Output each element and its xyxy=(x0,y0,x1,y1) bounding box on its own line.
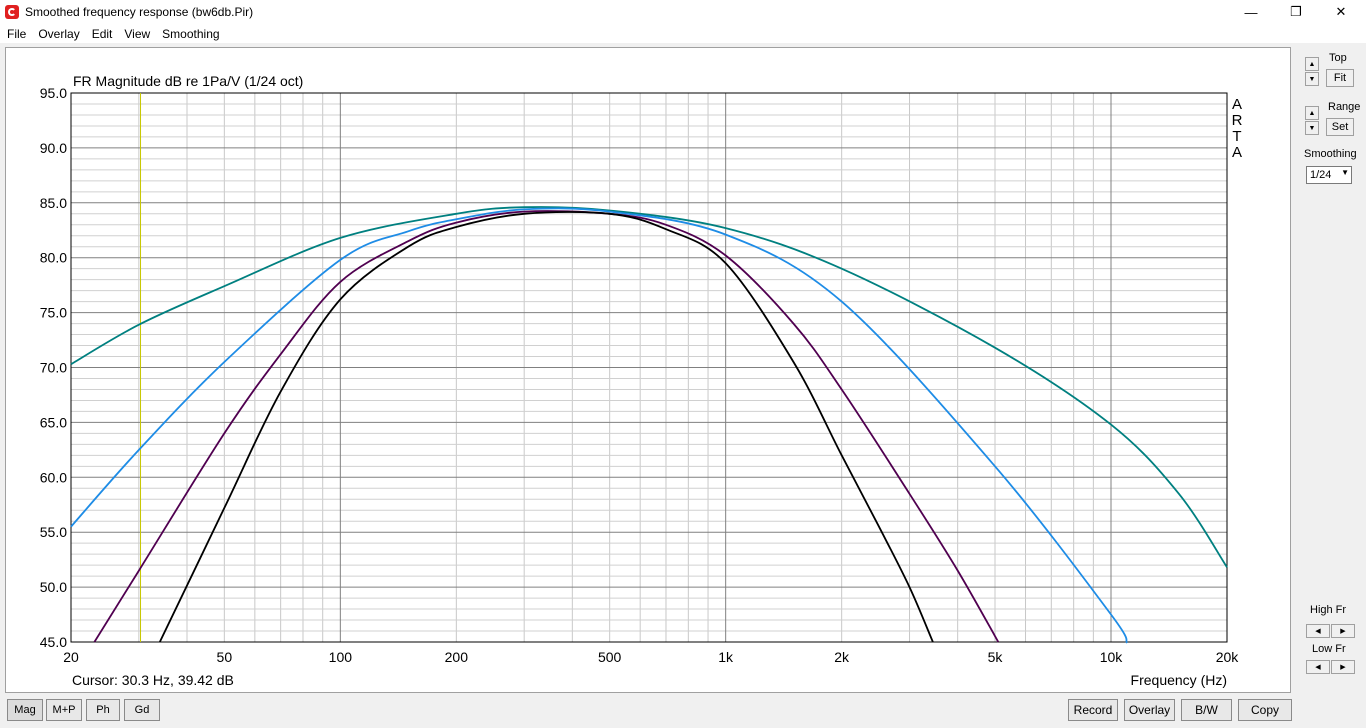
smoothing-label: Smoothing xyxy=(1304,148,1357,160)
menu-view[interactable]: View xyxy=(124,26,151,41)
y-tick-label: 80.0 xyxy=(40,250,67,266)
low-fr-label: Low Fr xyxy=(1312,643,1346,655)
close-icon: ✕ xyxy=(1335,4,1347,19)
watermark-letter: A xyxy=(1232,144,1242,161)
arta-app-icon xyxy=(5,5,19,19)
low-fr-right-button[interactable]: ▶ xyxy=(1331,660,1355,674)
frequency-response-chart[interactable]: 95.0 90.0 85.0 80.0 75.0 70.0 65.0 60.0 55.0 50.0… xyxy=(6,48,1290,692)
arrow-down-icon: ▼ xyxy=(1308,124,1316,132)
smoothing-select[interactable]: 1/24 ▼ xyxy=(1306,166,1352,184)
copy-button[interactable]: Copy xyxy=(1238,699,1292,721)
plot-border xyxy=(70,92,1228,643)
maximize-button[interactable]: ❐ xyxy=(1273,0,1319,24)
top-label: Top xyxy=(1329,52,1347,64)
y-tick-label: 75.0 xyxy=(40,305,67,321)
menu-edit[interactable]: Edit xyxy=(91,26,113,41)
x-tick-label: 50 xyxy=(217,649,233,665)
plot-frame[interactable]: 95.0 90.0 85.0 80.0 75.0 70.0 65.0 60.0 55.0 50.0… xyxy=(5,47,1291,693)
x-tick-label: 5k xyxy=(988,649,1004,665)
range-up-button[interactable]: ▲ xyxy=(1305,106,1319,120)
y-tick-label: 85.0 xyxy=(40,195,67,211)
tab-group-delay[interactable]: Gd xyxy=(124,699,160,721)
set-button[interactable]: Set xyxy=(1326,118,1354,136)
top-up-button[interactable]: ▲ xyxy=(1305,57,1319,71)
x-tick-label: 200 xyxy=(445,649,469,665)
x-tick-label: 500 xyxy=(598,649,622,665)
side-panel: ▲ ▼ Top Fit ▲ ▼ Range Set Smoothing 1/24… xyxy=(1296,47,1366,697)
minimize-button[interactable]: — xyxy=(1228,0,1274,24)
close-button[interactable]: ✕ xyxy=(1318,0,1364,24)
x-tick-label: 20k xyxy=(1216,649,1240,665)
low-fr-left-button[interactable]: ◀ xyxy=(1306,660,1330,674)
high-fr-left-button[interactable]: ◀ xyxy=(1306,624,1330,638)
arrow-up-icon: ▲ xyxy=(1308,109,1316,117)
menu-smoothing[interactable]: Smoothing xyxy=(162,26,220,41)
y-tick-label: 70.0 xyxy=(40,360,67,376)
y-tick-label: 45.0 xyxy=(40,634,67,650)
bottom-toolbar: Mag M+P Ph Gd Record Overlay B/W Copy xyxy=(0,697,1366,728)
y-tick-label: 55.0 xyxy=(40,524,67,540)
window-title: Smoothed frequency response (bw6db.Pir) xyxy=(25,5,254,19)
x-axis-label: Frequency (Hz) xyxy=(1131,672,1227,688)
x-tick-label: 1k xyxy=(718,649,734,665)
y-tick-label: 65.0 xyxy=(40,414,67,430)
restore-icon: ❐ xyxy=(1290,4,1302,19)
x-tick-label: 2k xyxy=(834,649,850,665)
watermark-letter: T xyxy=(1232,128,1241,145)
range-down-button[interactable]: ▼ xyxy=(1305,121,1319,135)
fit-button[interactable]: Fit xyxy=(1326,69,1354,87)
menu-overlay[interactable]: Overlay xyxy=(38,26,80,41)
y-tick-label: 60.0 xyxy=(40,469,67,485)
x-tick-label: 100 xyxy=(329,649,353,665)
record-button[interactable]: Record xyxy=(1068,699,1118,721)
tab-mag-phase[interactable]: M+P xyxy=(46,699,82,721)
minimize-icon: — xyxy=(1244,4,1258,20)
x-tick-label: 10k xyxy=(1100,649,1124,665)
arrow-left-icon: ◀ xyxy=(1315,628,1321,635)
top-down-button[interactable]: ▼ xyxy=(1305,72,1319,86)
chevron-down-icon: ▼ xyxy=(1341,168,1349,177)
arrow-left-icon: ◀ xyxy=(1315,664,1321,671)
arrow-right-icon: ▶ xyxy=(1340,628,1346,635)
range-label: Range xyxy=(1328,101,1361,113)
arrow-down-icon: ▼ xyxy=(1308,75,1316,83)
y-tick-label: 90.0 xyxy=(40,140,67,156)
arrow-right-icon: ▶ xyxy=(1340,664,1346,671)
watermark-letter: A xyxy=(1232,96,1242,113)
series-line-4 xyxy=(158,211,934,643)
chart-title: FR Magnitude dB re 1Pa/V (1/24 oct) xyxy=(73,73,303,89)
series-line-3 xyxy=(93,210,1000,643)
series-line-2 xyxy=(70,207,1128,644)
menu-bar: File Overlay Edit View Smoothing xyxy=(0,24,1366,43)
tab-phase[interactable]: Ph xyxy=(86,699,120,721)
x-tick-label: 20 xyxy=(63,649,79,665)
title-bar: Smoothed frequency response (bw6db.Pir) … xyxy=(0,0,1366,24)
overlay-button[interactable]: Overlay xyxy=(1124,699,1175,721)
series-line-1 xyxy=(70,206,1228,568)
cursor-readout: Cursor: 30.3 Hz, 39.42 dB xyxy=(72,672,234,688)
y-tick-label: 95.0 xyxy=(40,85,67,101)
bw-button[interactable]: B/W xyxy=(1181,699,1232,721)
watermark-letter: R xyxy=(1232,112,1243,129)
high-fr-right-button[interactable]: ▶ xyxy=(1331,624,1355,638)
menu-file[interactable]: File xyxy=(7,26,27,41)
y-tick-label: 50.0 xyxy=(40,579,67,595)
arrow-up-icon: ▲ xyxy=(1308,60,1316,68)
smoothing-value: 1/24 xyxy=(1310,169,1332,181)
tab-mag[interactable]: Mag xyxy=(7,699,43,721)
high-fr-label: High Fr xyxy=(1310,604,1347,616)
